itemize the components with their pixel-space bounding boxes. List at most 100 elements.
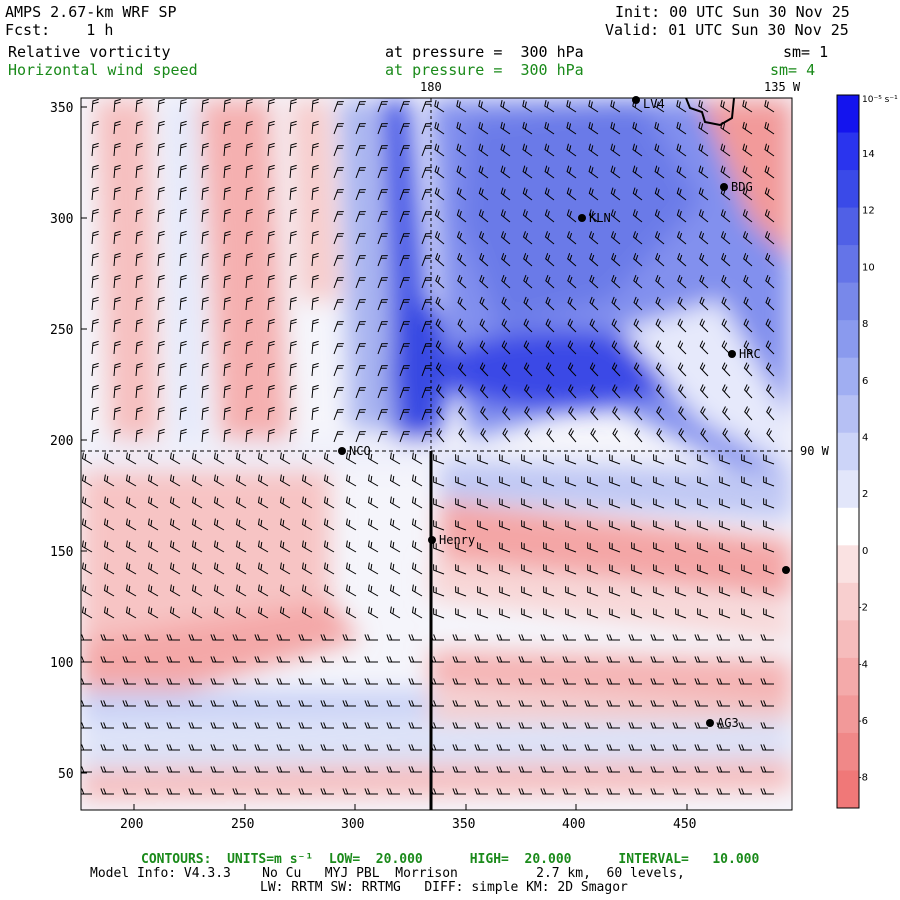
wind-barb bbox=[763, 586, 775, 597]
wind-barb bbox=[367, 562, 379, 575]
wind-barb bbox=[606, 656, 620, 663]
wind-barb bbox=[433, 608, 445, 619]
colorbar-label: 0 bbox=[862, 546, 868, 557]
wind-barb bbox=[741, 476, 753, 487]
wind-barb bbox=[452, 722, 466, 729]
wind-barb bbox=[201, 428, 209, 443]
wind-barb bbox=[276, 678, 290, 685]
wind-barb bbox=[301, 496, 313, 509]
station-label-nco: NCO bbox=[349, 444, 371, 458]
station-bdg[interactable]: BDG bbox=[720, 180, 753, 194]
wind-barb bbox=[320, 788, 334, 795]
colorbar-label: 10 bbox=[862, 262, 875, 273]
wind-barb bbox=[697, 498, 709, 509]
wind-barb bbox=[166, 766, 180, 773]
wind-barb bbox=[501, 340, 511, 355]
wind-barb bbox=[125, 496, 137, 509]
wind-barb bbox=[457, 274, 467, 289]
wind-barb bbox=[223, 340, 231, 355]
wind-barb bbox=[389, 562, 401, 575]
wind-barb bbox=[113, 428, 121, 443]
station-kln[interactable]: KLN bbox=[578, 211, 611, 225]
wind-barb bbox=[766, 406, 775, 421]
wind-barb bbox=[135, 362, 143, 377]
station-nco[interactable]: NCO bbox=[338, 444, 371, 458]
wind-barb bbox=[113, 296, 121, 311]
wind-barb bbox=[235, 518, 247, 531]
contour-info: CONTOURS: UNITS=m s⁻¹ LOW= 20.000 HIGH= … bbox=[141, 852, 760, 867]
wind-barb bbox=[584, 788, 598, 795]
wind-barb bbox=[567, 296, 577, 311]
wind-barb bbox=[741, 608, 753, 619]
wind-barb bbox=[743, 296, 753, 311]
station-ag3[interactable]: AG3 bbox=[706, 716, 739, 730]
wind-barb bbox=[764, 165, 775, 179]
wind-barb bbox=[655, 362, 665, 377]
wind-barb bbox=[611, 318, 621, 333]
wind-barb bbox=[716, 678, 730, 685]
wind-barb bbox=[223, 274, 231, 289]
wind-barb bbox=[763, 608, 775, 619]
wind-barb bbox=[345, 606, 357, 619]
wind-barb bbox=[289, 142, 297, 157]
wind-barb bbox=[301, 562, 313, 575]
y-tick-150: 150 bbox=[50, 545, 73, 560]
wind-barb bbox=[408, 700, 422, 707]
wind-barb bbox=[386, 744, 400, 751]
wind-barb bbox=[719, 520, 731, 531]
wind-barb bbox=[436, 406, 445, 421]
wind-barb bbox=[245, 296, 253, 311]
wind-barb bbox=[157, 406, 165, 421]
wind-barb bbox=[655, 296, 665, 311]
wind-barb bbox=[741, 454, 753, 465]
station-henry[interactable]: Henry bbox=[428, 533, 475, 547]
wind-barb bbox=[311, 318, 319, 333]
wind-barb bbox=[289, 252, 297, 267]
wind-barb bbox=[764, 121, 775, 135]
wind-barb bbox=[276, 766, 290, 773]
wind-barb bbox=[609, 498, 621, 509]
wind-barb bbox=[342, 700, 356, 707]
wind-barb bbox=[697, 564, 709, 575]
wind-barb bbox=[477, 564, 489, 575]
wind-barb bbox=[276, 744, 290, 751]
wind-barb bbox=[377, 189, 388, 201]
wind-barb bbox=[677, 253, 687, 267]
wind-barb bbox=[522, 187, 533, 201]
wind-barb bbox=[245, 362, 253, 377]
wind-barb bbox=[421, 431, 432, 443]
wind-barb bbox=[545, 340, 555, 355]
wind-barb bbox=[289, 164, 297, 179]
wind-barb bbox=[122, 656, 136, 663]
wind-barb bbox=[676, 143, 687, 157]
wind-barb bbox=[694, 788, 708, 795]
wind-barb bbox=[245, 274, 253, 289]
wind-barb bbox=[477, 476, 489, 487]
wind-barb bbox=[545, 274, 555, 289]
wind-barb bbox=[311, 252, 319, 267]
wind-barb bbox=[719, 608, 731, 619]
wind-barb bbox=[408, 678, 422, 685]
wind-barb bbox=[589, 296, 599, 311]
wind-barb bbox=[612, 384, 621, 399]
colorbar-swatch bbox=[837, 507, 859, 546]
wind-barb bbox=[609, 608, 621, 619]
colorbar-swatch bbox=[837, 695, 859, 734]
wind-barb bbox=[320, 700, 334, 707]
wind-barb bbox=[672, 766, 686, 773]
station-hrc[interactable]: HRC bbox=[728, 347, 761, 361]
wind-barb bbox=[722, 406, 731, 421]
wind-barb bbox=[521, 498, 533, 509]
wind-barb bbox=[81, 474, 93, 487]
wind-barb bbox=[289, 340, 297, 355]
wind-barb bbox=[609, 542, 621, 553]
wind-barb bbox=[245, 406, 253, 421]
wind-barb bbox=[179, 142, 187, 157]
x-tick-350: 350 bbox=[452, 817, 475, 832]
wind-barb bbox=[386, 656, 400, 663]
wind-barb bbox=[289, 318, 297, 333]
axis-labels: 200 250 300 350 400 450 350 300 250 200 … bbox=[50, 80, 830, 832]
wind-barb bbox=[722, 384, 731, 399]
wind-barb bbox=[377, 365, 388, 377]
wind-barb bbox=[188, 788, 202, 795]
